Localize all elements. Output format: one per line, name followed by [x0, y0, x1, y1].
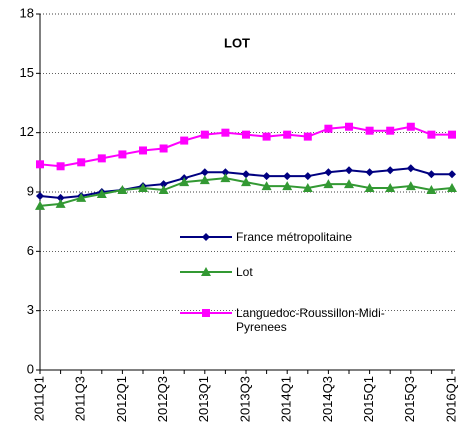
y-tick-label: 0: [27, 361, 34, 376]
data-point: [221, 168, 230, 177]
data-point: [324, 168, 333, 177]
x-tick-label: 2016Q1: [443, 376, 458, 422]
x-tick-label: 2015Q1: [361, 376, 376, 422]
data-point: [345, 166, 353, 175]
data-point: [303, 132, 312, 141]
x-tick-label: 2014Q1: [279, 376, 294, 422]
data-point: [282, 181, 293, 191]
data-point: [139, 146, 147, 155]
data-point: [97, 154, 106, 163]
data-point: [262, 172, 271, 181]
data-point: [385, 183, 396, 193]
data-point: [118, 150, 127, 159]
data-point: [406, 122, 415, 131]
legend-label: Lot: [236, 265, 253, 279]
data-point: [283, 172, 292, 181]
data-point: [117, 185, 128, 195]
data-point: [241, 177, 251, 187]
data-point: [386, 126, 395, 135]
y-tick-label: 9: [27, 183, 34, 198]
data-point: [77, 158, 86, 167]
y-tick-label: 12: [20, 124, 34, 139]
legend-label: France métropolitaine: [236, 230, 353, 244]
data-point: [220, 173, 231, 183]
data-point: [242, 130, 250, 139]
data-point: [426, 185, 437, 195]
data-point: [199, 175, 210, 185]
data-point: [406, 164, 415, 173]
x-tick-label: 2015Q3: [402, 376, 417, 422]
data-point: [159, 180, 168, 189]
x-tick-label: 2014Q3: [320, 376, 335, 422]
data-point: [200, 130, 209, 139]
data-point: [35, 200, 45, 210]
data-point: [179, 177, 190, 187]
data-point: [427, 170, 436, 179]
data-point: [345, 122, 353, 131]
legend-marker: [201, 267, 211, 276]
data-point: [365, 126, 374, 135]
x-tick-label: 2012Q3: [155, 376, 170, 422]
data-point: [427, 130, 436, 139]
data-point: [159, 144, 168, 153]
data-point: [283, 130, 292, 139]
data-point: [405, 181, 416, 191]
x-tick-label: 2011Q1: [31, 376, 46, 421]
data-point: [36, 191, 44, 200]
data-point: [262, 132, 271, 141]
data-point: [447, 183, 457, 193]
data-point: [158, 185, 169, 195]
data-point: [303, 172, 312, 181]
data-point: [323, 179, 334, 189]
data-point: [96, 188, 107, 198]
data-point: [138, 183, 148, 193]
data-point: [365, 168, 374, 177]
legend-marker: [202, 233, 210, 241]
x-tick-label: 2012Q1: [114, 376, 129, 422]
legend-label: Languedoc-Roussillon-Midi-Pyrenees: [236, 306, 385, 334]
data-point: [302, 183, 313, 193]
data-point: [221, 128, 230, 137]
data-point: [56, 162, 65, 171]
data-point: [364, 183, 375, 193]
data-point: [324, 124, 333, 133]
chart-title: LOT: [224, 35, 250, 50]
data-point: [448, 170, 456, 179]
y-tick-label: 3: [27, 302, 34, 317]
data-point: [76, 192, 87, 202]
data-point: [448, 130, 456, 139]
y-tick-label: 6: [27, 243, 34, 258]
x-tick-label: 2013Q3: [237, 376, 252, 422]
data-point: [55, 198, 66, 208]
data-point: [344, 179, 354, 189]
x-tick-label: 2013Q1: [196, 376, 211, 422]
x-tick-label: 2011Q3: [73, 376, 88, 421]
data-point: [261, 181, 272, 191]
y-tick-label: 15: [20, 65, 34, 80]
data-point: [242, 170, 250, 179]
y-tick-label: 18: [20, 5, 34, 20]
data-point: [180, 136, 189, 145]
legend-marker: [202, 309, 210, 317]
data-point: [56, 193, 65, 202]
data-point: [36, 160, 44, 169]
data-point: [386, 166, 395, 175]
data-point: [200, 168, 209, 177]
